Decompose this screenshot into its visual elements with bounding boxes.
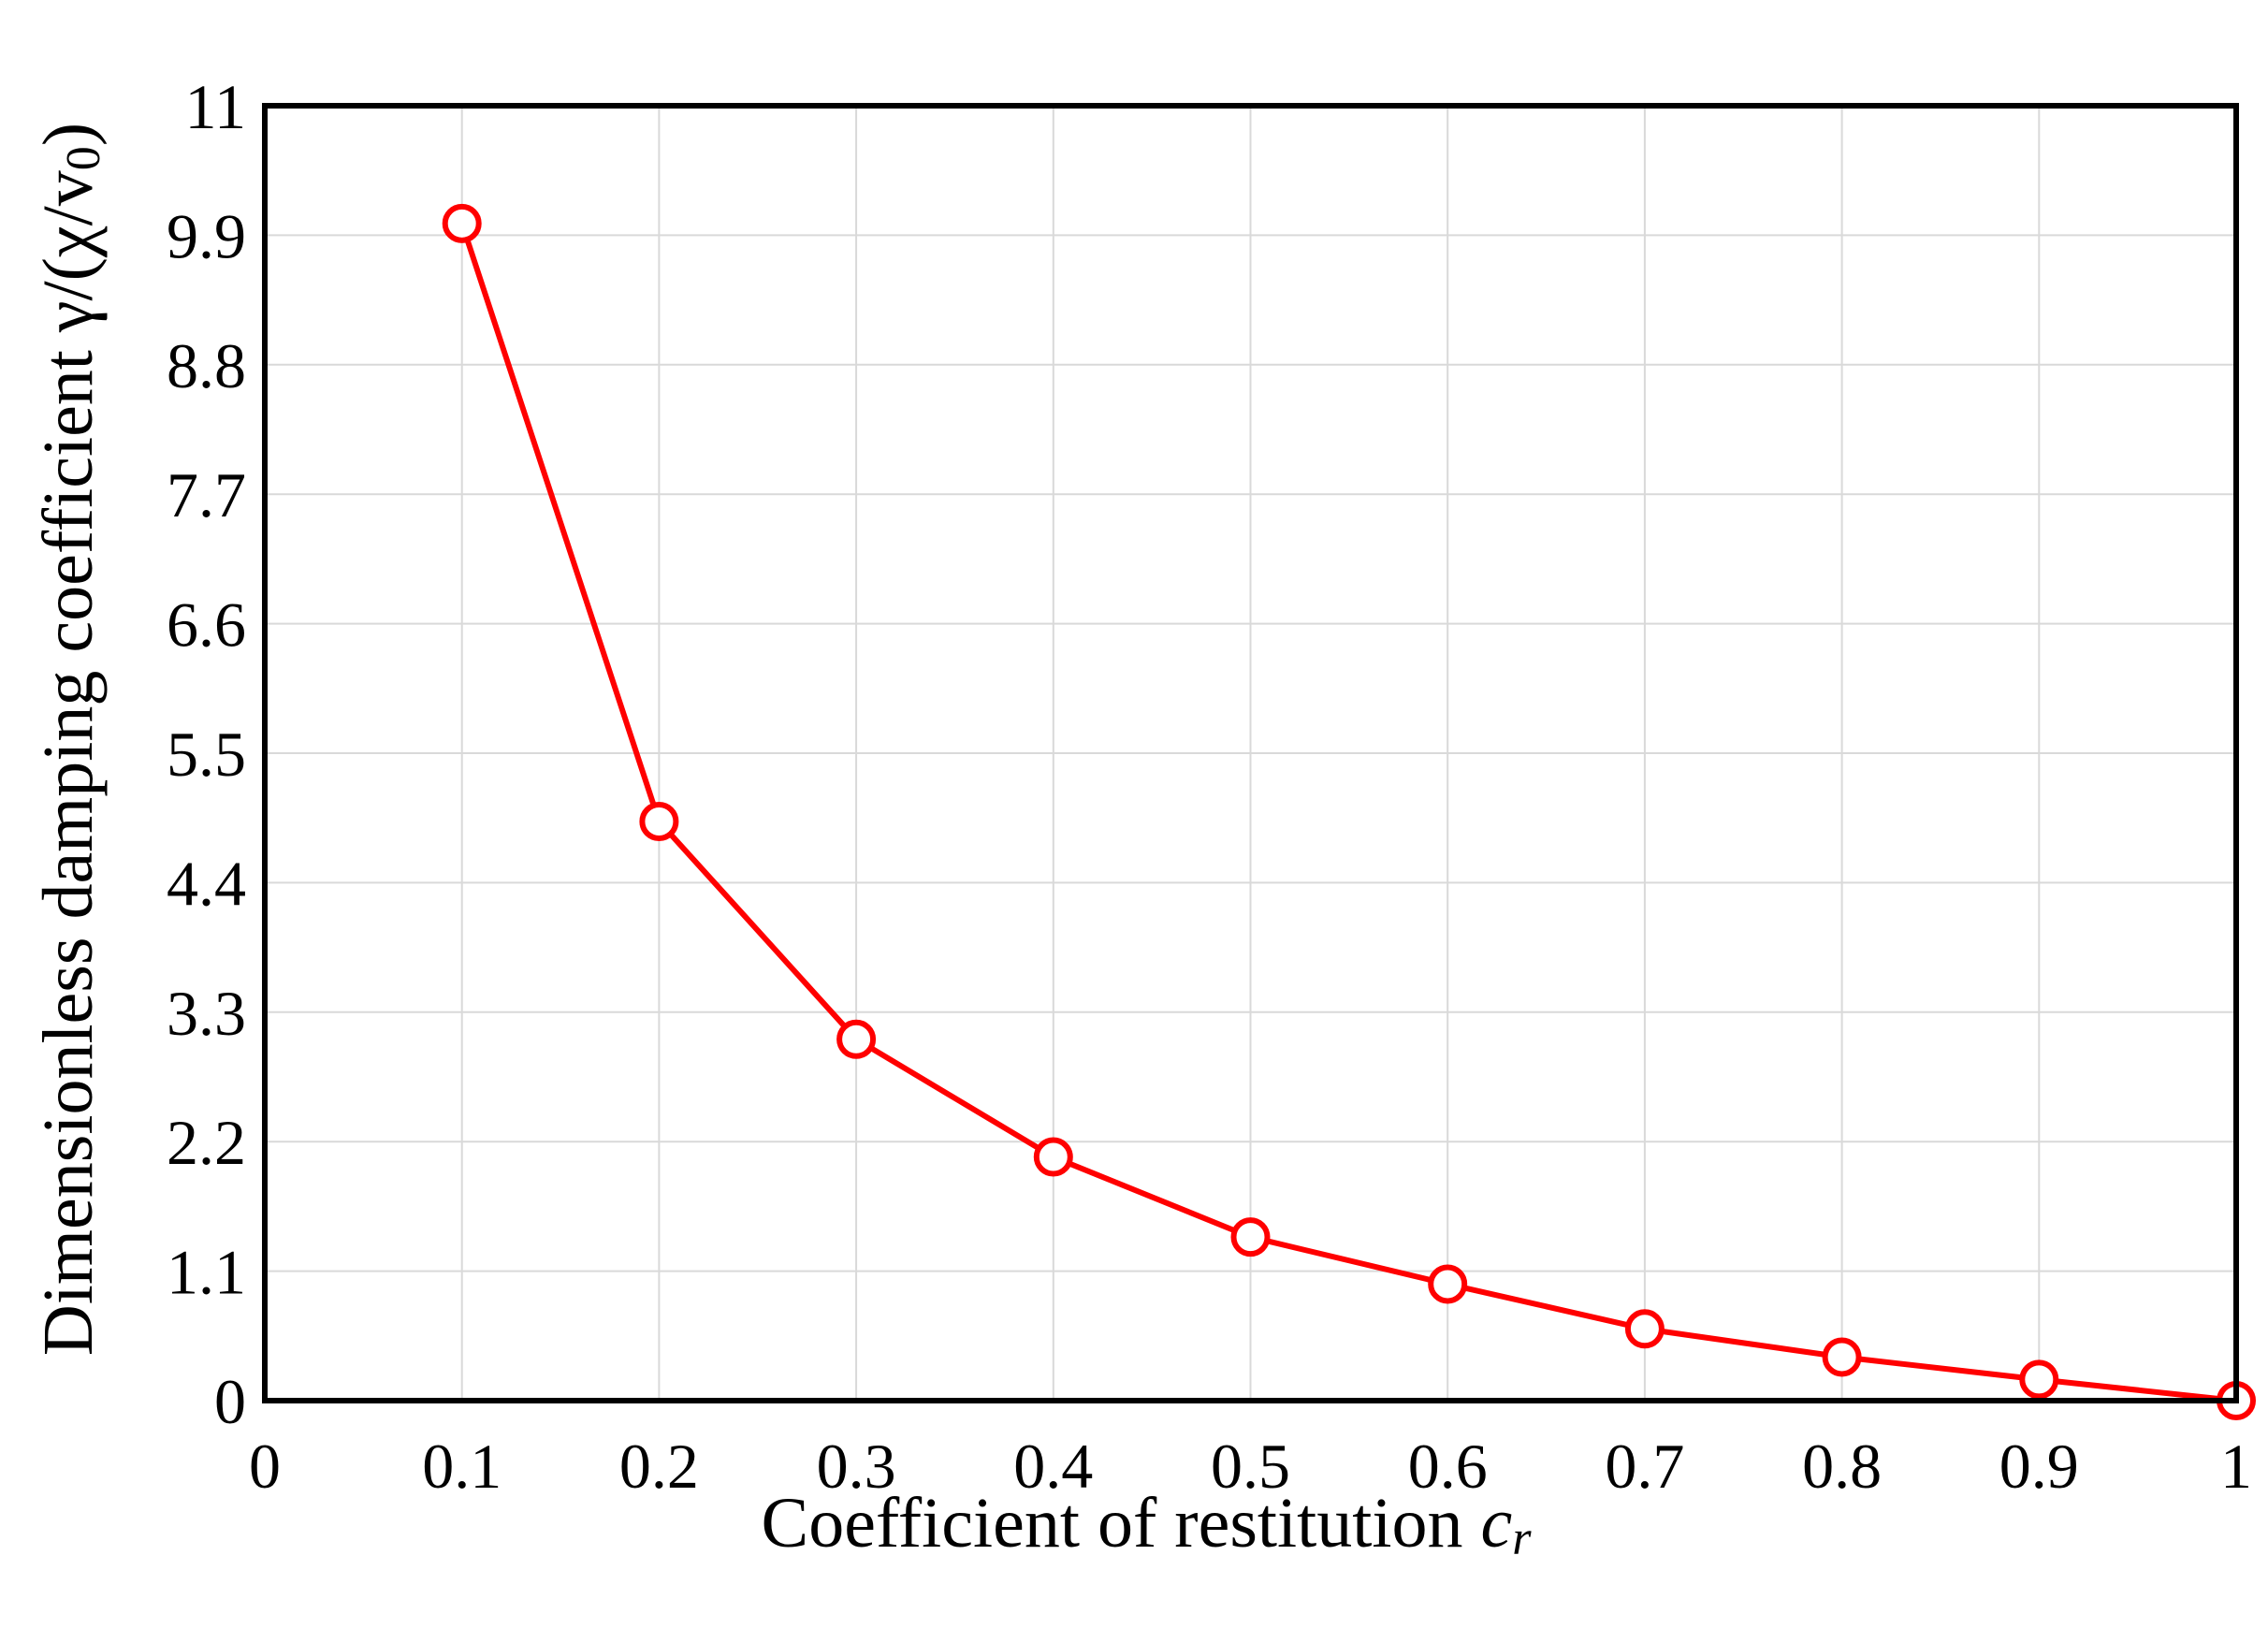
y-tick-label: 6.6 (167, 589, 246, 661)
y-tick-label: 5.5 (167, 719, 246, 790)
x-tick-label: 0.8 (1802, 1431, 1882, 1502)
data-point (2019, 1359, 2059, 1400)
y-axis-title: Dimensionless damping coefficient γ/(χ/v… (29, 123, 110, 1356)
grid (265, 106, 2236, 1401)
data-point (1230, 1217, 1271, 1257)
x-tick-label: 0 (249, 1431, 281, 1502)
x-tick-label: 0.9 (1999, 1431, 2079, 1502)
y-tick-label: 9.9 (167, 200, 246, 271)
y-tick-label: 1.1 (167, 1237, 246, 1308)
x-tick-label: 0.3 (817, 1431, 896, 1502)
series-layer (442, 203, 2256, 1420)
x-tick-label: 0.4 (1013, 1431, 1093, 1502)
data-point (1822, 1337, 1862, 1377)
x-tick-label: 0.6 (1408, 1431, 1488, 1502)
x-tick-labels: 0 0.1 0.2 0.3 0.4 0.5 0.6 0.7 0.8 0.9 1 (249, 1431, 2252, 1502)
plot-frame (262, 103, 2239, 1403)
y-tick-label: 8.8 (167, 330, 246, 401)
x-tick-label: 0.7 (1605, 1431, 1684, 1502)
series-line (458, 222, 2237, 1403)
x-axis-title-text: Coefficient of restitution (762, 1484, 1463, 1563)
y-tick-labels: 0 1.1 2.2 3.3 4.4 5.5 6.6 7.7 8.8 9.9 11 (167, 71, 246, 1437)
x-axis-title-subscript: r (1512, 1512, 1532, 1565)
x-tick-label: 1 (2220, 1431, 2252, 1502)
data-point (1428, 1264, 1468, 1304)
y-axis-title-subscript: 0 (57, 146, 110, 170)
x-tick-label: 0.2 (619, 1431, 699, 1502)
data-point (639, 801, 679, 841)
y-axis-title-close: ) (29, 123, 108, 146)
data-point (1624, 1309, 1665, 1349)
y-tick-label: 11 (185, 71, 246, 142)
x-tick-label: 0.1 (422, 1431, 502, 1502)
x-axis-title: Coefficient of restitution cr (762, 1484, 1533, 1565)
y-tick-label: 4.4 (167, 848, 246, 919)
y-tick-label: 7.7 (167, 459, 246, 531)
y-axis-title-text: Dimensionless damping coefficient γ/(χ/v (29, 170, 108, 1356)
y-tick-label: 2.2 (167, 1107, 246, 1178)
data-point (836, 1019, 877, 1059)
x-axis-title-symbol: c (1481, 1484, 1513, 1563)
y-tick-label: 3.3 (167, 978, 246, 1049)
x-tick-label: 0.5 (1211, 1431, 1290, 1502)
data-point (442, 203, 482, 243)
y-tick-label: 0 (214, 1366, 246, 1437)
data-point (1033, 1137, 1073, 1177)
